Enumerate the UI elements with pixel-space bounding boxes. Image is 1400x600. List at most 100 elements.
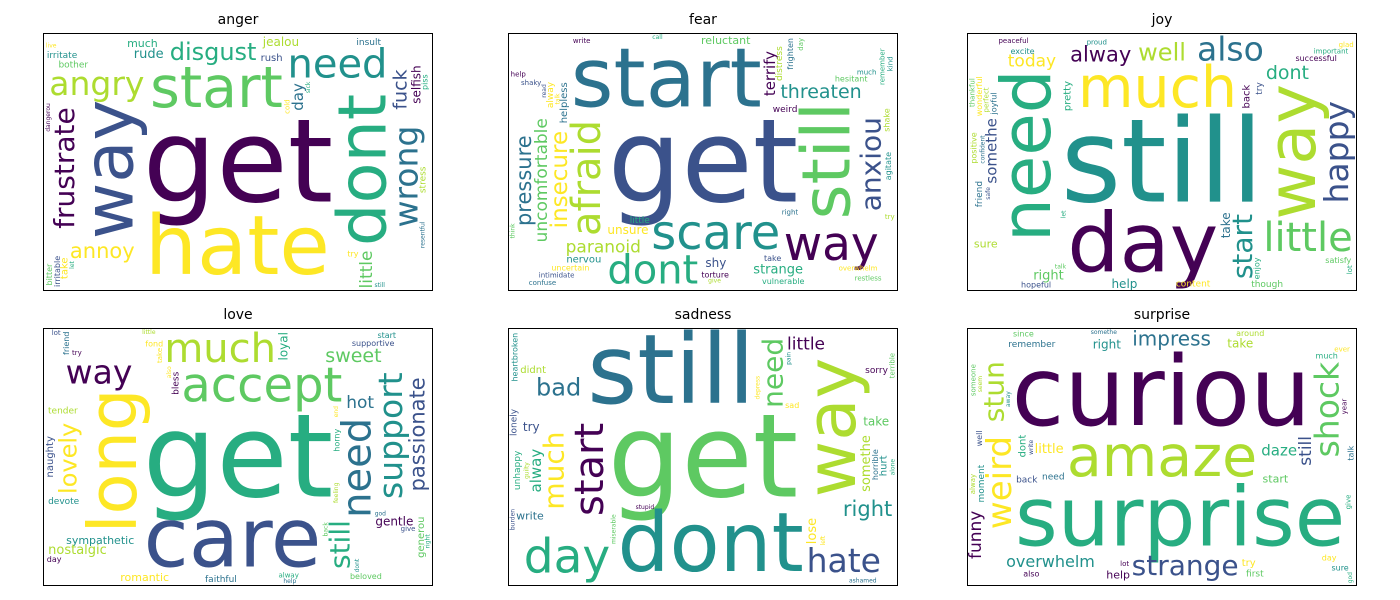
cloud-word: back	[323, 522, 330, 537]
cloud-word: start	[1263, 473, 1289, 486]
cloud-word: terrible	[889, 353, 897, 378]
cloud-word: try	[1255, 82, 1265, 95]
cloud-word: daze	[1261, 441, 1297, 459]
cloud-word: take	[863, 415, 889, 429]
cloud-word: remember	[878, 48, 886, 85]
cloud-word: piss	[421, 74, 430, 90]
cloud-word: right	[1093, 338, 1121, 352]
cloud-word: shock	[1307, 361, 1346, 457]
cloud-word: write	[1028, 439, 1035, 454]
cloud-word: much	[127, 37, 158, 50]
cloud-word: still	[1296, 436, 1316, 466]
cloud-word: way	[784, 217, 879, 272]
cloud-word: though	[1251, 280, 1283, 290]
cloud-word: much	[1078, 55, 1237, 121]
cloud-word: fond	[145, 340, 163, 349]
cloud-word: shy	[705, 256, 726, 270]
cloud-word: seem	[977, 376, 984, 393]
cloud-word: kind	[886, 56, 894, 71]
cloud-word: get	[143, 390, 333, 525]
cloud-word: someone	[969, 364, 977, 396]
cloud-word: stress	[419, 166, 429, 193]
cloud-word: give	[401, 525, 416, 533]
cloud-word: god	[375, 510, 386, 517]
panel-love: love get long care accept need support much way…	[43, 303, 433, 586]
panel-title-sadness: sadness	[674, 307, 732, 323]
cloud-word: stun	[978, 361, 1011, 422]
word-cloud-frame: get still dont way start day much hate need bad ri…	[508, 328, 898, 586]
cloud-word: rush	[261, 53, 283, 64]
cloud-word: confuse	[529, 279, 556, 287]
cloud-word: right	[425, 534, 432, 549]
cloud-word: still	[324, 520, 357, 569]
cloud-word: sick	[305, 81, 312, 93]
word-cloud-frame: amaze curiou surprise weird strange shock impr…	[967, 328, 1357, 586]
cloud-word: gentle	[375, 514, 413, 528]
cloud-word: try	[885, 213, 895, 221]
cloud-word: sympathetic	[66, 534, 134, 547]
cloud-word: reluctant	[701, 34, 751, 47]
cloud-word: remember	[1008, 340, 1055, 350]
cloud-word: funny	[968, 511, 986, 559]
cloud-word: try	[1242, 558, 1256, 569]
cloud-word: support	[371, 372, 410, 499]
cloud-word: faithful	[205, 575, 237, 585]
cloud-word: pressure	[512, 135, 536, 226]
cloud-word: right	[843, 497, 892, 521]
cloud-word: much	[857, 69, 877, 77]
cloud-word: talk	[1055, 264, 1067, 271]
cloud-word: generou	[416, 517, 427, 558]
cloud-word: way	[1253, 84, 1331, 220]
cloud-word: hesitant	[835, 74, 868, 83]
cloud-word: stupid	[636, 504, 655, 511]
cloud-word: still	[787, 102, 865, 219]
cloud-word: joyful	[990, 93, 999, 116]
panel-title-anger: anger	[217, 12, 259, 28]
cloud-word: away	[1005, 391, 1012, 407]
cloud-word: day	[47, 555, 62, 564]
cloud-word: strange	[1132, 549, 1239, 582]
cloud-word: need	[287, 41, 387, 87]
cloud-word: read	[541, 84, 548, 98]
cloud-word: dont	[617, 496, 803, 585]
cloud-word: happy	[1317, 101, 1356, 204]
cloud-word: positive	[970, 132, 979, 163]
cloud-word: start	[1226, 214, 1259, 279]
cloud-word: hurt	[879, 455, 890, 476]
cloud-word: around	[1236, 329, 1264, 338]
cloud-word: proud	[1087, 39, 1107, 47]
cloud-word: afraid	[564, 120, 610, 236]
cloud-word: much	[164, 329, 276, 372]
cloud-word: much	[1316, 352, 1338, 361]
word-cloud-frame: still way day need much happy little also start w…	[967, 33, 1357, 291]
cloud-word: satisfy	[1325, 256, 1351, 265]
cloud-word: alway	[278, 571, 298, 579]
cloud-word: wrong	[387, 126, 426, 228]
panel-title-surprise: surprise	[1133, 307, 1191, 323]
cloud-word: ever	[1334, 346, 1350, 354]
cloud-word: need	[1042, 472, 1065, 482]
cloud-word: devote	[48, 497, 80, 507]
cloud-word: surprise	[1015, 470, 1345, 565]
cloud-word: since	[1013, 330, 1034, 339]
cloud-word: fuck	[389, 69, 411, 109]
cloud-word: friend	[975, 181, 985, 207]
cloud-word: impress	[1132, 329, 1211, 351]
cloud-word: moment	[977, 464, 987, 502]
cloud-word: amaze	[1067, 424, 1257, 490]
cloud-word: give	[1345, 495, 1353, 510]
cloud-word: frighten	[786, 38, 795, 70]
cloud-word: help	[283, 578, 296, 585]
cloud-word: nervou	[566, 254, 601, 265]
cloud-word: disgust	[170, 38, 257, 66]
cloud-word: need	[987, 69, 1067, 241]
cloud-word: content	[1176, 280, 1211, 290]
cloud-word: little	[357, 250, 377, 288]
cloud-word: frustrate	[48, 107, 81, 229]
cloud-word: take	[764, 254, 781, 263]
cloud-word: threaten	[780, 81, 861, 103]
cloud-word: end	[333, 406, 340, 417]
